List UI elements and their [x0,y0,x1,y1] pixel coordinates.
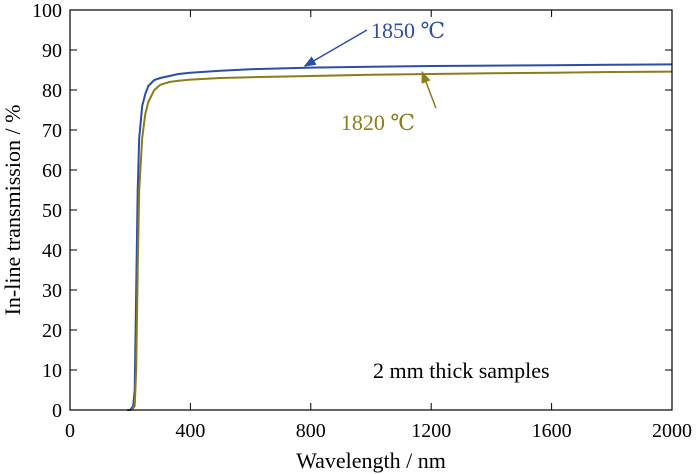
chart-annotation: 2 mm thick samples [373,358,550,383]
x-tick-label: 400 [175,420,205,442]
y-tick-label: 70 [42,120,62,142]
series-label-1: 1820 ℃ [341,110,415,135]
y-tick-label: 90 [42,40,62,62]
ticks-layer: 0 400 800 1200 1600 2000 0 10 20 30 40 50 60 70 80 90 10… [32,0,692,442]
y-tick-label: 20 [42,320,62,342]
series-label-0: 1850 ℃ [371,18,445,43]
x-tick-label: 800 [296,420,326,442]
x-tick-label: 2000 [652,420,692,442]
y-tick-label: 40 [42,240,62,262]
y-axis-title: In-line transmission / % [0,105,25,316]
y-tick-label: 0 [52,400,62,422]
y-tick-label: 30 [42,280,62,302]
x-tick-label: 1200 [411,420,451,442]
y-tick-label: 10 [42,360,62,382]
series-label-arrow-0 [303,29,368,67]
series-layer [127,63,673,411]
x-tick-label: 0 [65,420,75,442]
plot-frame [69,9,673,411]
series-line-1 [130,70,673,411]
y-tick-label: 100 [32,0,62,22]
y-tick-label: 50 [42,200,62,222]
y-tick-label: 60 [42,160,62,182]
x-tick-label: 1600 [532,420,572,442]
x-axis-title: Wavelength / nm [296,448,446,473]
labels-layer: 1850 ℃ 1820 ℃ [303,18,445,135]
y-tick-label: 80 [42,80,62,102]
series-label-arrow-1 [421,70,437,109]
